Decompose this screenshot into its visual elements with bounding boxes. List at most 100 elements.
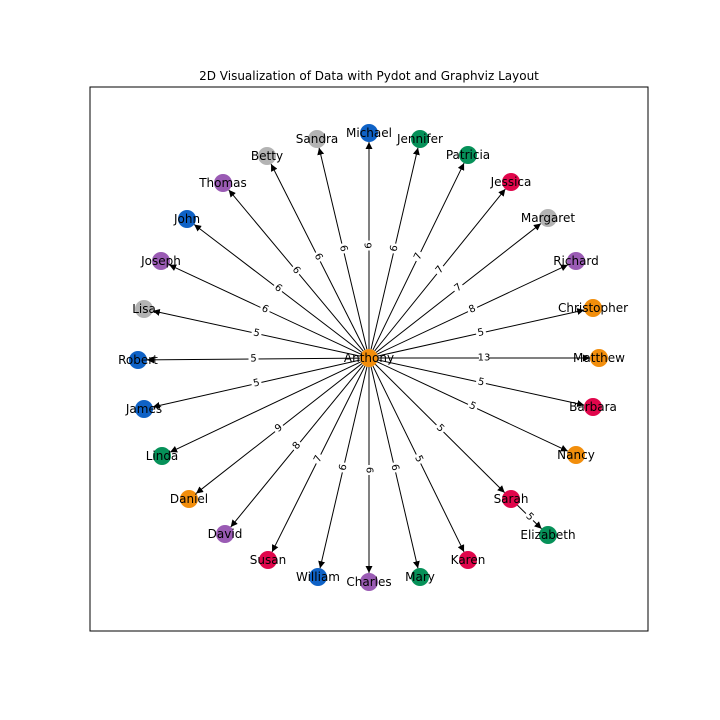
node-label: Christopher — [558, 301, 628, 315]
node-circle — [153, 447, 171, 465]
svg-text:6: 6 — [272, 282, 284, 295]
node-matthew[interactable]: Matthew — [573, 349, 625, 367]
node-susan[interactable]: Susan — [250, 551, 286, 569]
node-barbara[interactable]: Barbara — [569, 398, 617, 416]
node-sarah[interactable]: Sarah — [494, 490, 529, 508]
svg-text:5: 5 — [252, 377, 261, 389]
node-sandra[interactable]: Sandra — [296, 130, 338, 148]
node-circle — [180, 490, 198, 508]
edge-weight-susan: 7 — [310, 451, 327, 467]
node-circle — [308, 130, 326, 148]
node-circle — [459, 551, 477, 569]
node-jennifer[interactable]: Jennifer — [396, 130, 443, 148]
edge-weight-jennifer: 6 — [387, 242, 402, 255]
node-linda[interactable]: Linda — [146, 447, 179, 465]
node-circle — [360, 349, 378, 367]
node-anthony[interactable]: Anthony — [344, 349, 394, 367]
edge-weight-charles: 6 — [363, 465, 375, 475]
edge-weight-lisa: 5 — [250, 326, 263, 341]
node-label: Thomas — [198, 176, 247, 190]
node-john[interactable]: John — [173, 210, 200, 228]
edge-weight-thomas: 6 — [288, 262, 304, 279]
node-circle — [309, 568, 327, 586]
edge-weight-karen: 5 — [410, 451, 427, 467]
node-circle — [502, 490, 520, 508]
svg-text:8: 8 — [467, 303, 477, 316]
node-charles[interactable]: Charles — [346, 573, 392, 591]
node-label: Sarah — [494, 492, 529, 506]
node-daniel[interactable]: Daniel — [170, 490, 208, 508]
edge-weight-margaret: 7 — [450, 280, 467, 296]
edge-weight-mary: 6 — [387, 461, 402, 474]
node-label: Susan — [250, 553, 286, 567]
node-mary[interactable]: Mary — [405, 568, 435, 586]
node-label: Margaret — [521, 211, 575, 225]
node-circle — [360, 124, 378, 142]
node-label: Anthony — [344, 351, 394, 365]
edge-weight-elizabeth: 5 — [521, 509, 538, 525]
node-william[interactable]: William — [296, 568, 340, 586]
svg-text:6: 6 — [290, 265, 303, 277]
node-circle — [590, 349, 608, 367]
svg-text:6: 6 — [388, 463, 400, 472]
node-circle — [411, 130, 429, 148]
node-joseph[interactable]: Joseph — [140, 252, 181, 270]
node-label: David — [208, 527, 243, 541]
node-label: Linda — [146, 449, 179, 463]
node-label: Patricia — [446, 148, 490, 162]
svg-text:6: 6 — [388, 244, 400, 253]
node-label: Matthew — [573, 351, 625, 365]
node-label: Charles — [346, 575, 391, 589]
node-thomas[interactable]: Thomas — [198, 174, 247, 192]
node-label: Sandra — [296, 132, 338, 146]
node-richard[interactable]: Richard — [553, 252, 599, 270]
edge-weight-nancy: 5 — [465, 398, 480, 415]
node-label: Elizabeth — [520, 528, 575, 542]
edge-weight-christopher: 5 — [474, 326, 488, 340]
svg-text:6: 6 — [260, 303, 270, 316]
node-patricia[interactable]: Patricia — [446, 146, 490, 164]
node-label: Joseph — [140, 254, 181, 268]
node-circle — [152, 252, 170, 270]
node-label: John — [173, 212, 200, 226]
svg-text:6: 6 — [364, 242, 375, 248]
node-margaret[interactable]: Margaret — [521, 209, 575, 227]
node-circle — [258, 147, 276, 165]
node-elizabeth[interactable]: Elizabeth — [520, 526, 576, 544]
svg-text:7: 7 — [412, 251, 425, 262]
svg-text:6: 6 — [337, 463, 349, 472]
svg-text:6: 6 — [364, 467, 375, 473]
edge-weight-michael: 6 — [363, 240, 375, 251]
node-karen[interactable]: Karen — [451, 551, 486, 569]
node-circle — [135, 400, 153, 418]
node-circle — [216, 525, 234, 543]
edge-weight-matthew: 13 — [478, 352, 490, 364]
node-robert[interactable]: Robert — [118, 351, 158, 369]
node-david[interactable]: David — [208, 525, 243, 543]
edge-weight-david: 8 — [289, 438, 305, 454]
edge-weight-jessica: 7 — [432, 262, 448, 278]
node-jessica[interactable]: Jessica — [490, 173, 532, 191]
node-label: William — [296, 570, 340, 584]
node-circle — [567, 446, 585, 464]
node-nancy[interactable]: Nancy — [557, 446, 595, 464]
node-circle — [584, 299, 602, 317]
edge-weight-richard: 8 — [465, 301, 480, 318]
node-betty[interactable]: Betty — [251, 147, 283, 165]
node-christopher[interactable]: Christopher — [558, 299, 628, 317]
node-michael[interactable]: Michael — [346, 124, 392, 142]
edge-weight-betty: 6 — [310, 249, 326, 265]
node-lisa[interactable]: Lisa — [132, 300, 156, 318]
node-circle — [411, 568, 429, 586]
edge-weight-john: 6 — [270, 280, 286, 297]
svg-text:7: 7 — [453, 282, 465, 295]
node-label: Jessica — [490, 175, 532, 189]
node-circle — [459, 146, 477, 164]
node-label: Jennifer — [396, 132, 443, 146]
node-james[interactable]: James — [125, 400, 162, 418]
edge-weight-james: 5 — [250, 376, 263, 391]
node-circle — [135, 300, 153, 318]
svg-text:7: 7 — [434, 264, 447, 276]
